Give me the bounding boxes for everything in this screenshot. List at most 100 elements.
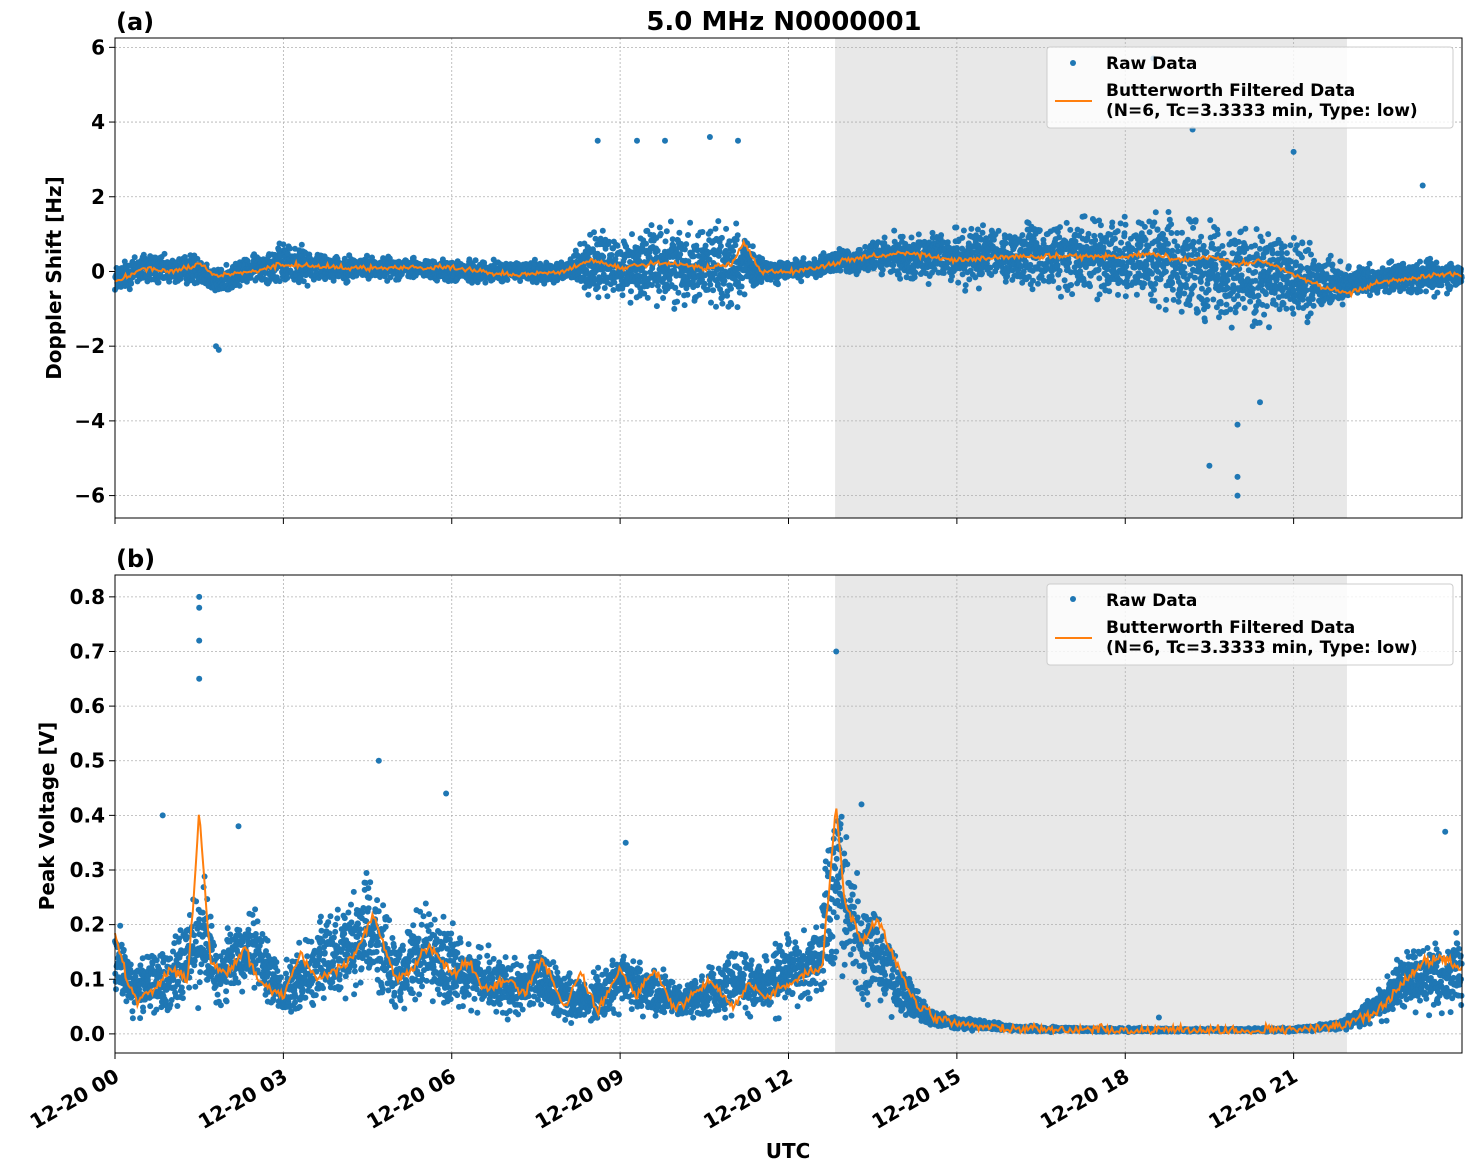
- raw-data-point: [614, 242, 621, 249]
- raw-data-point: [955, 279, 962, 286]
- raw-data-point: [681, 246, 688, 253]
- raw-data-point: [1141, 223, 1148, 230]
- raw-data-point: [1115, 291, 1121, 298]
- raw-data-point: [1223, 301, 1230, 308]
- raw-data-point: [1339, 301, 1346, 308]
- raw-data-point: [1345, 263, 1352, 270]
- raw-data-point: [1151, 286, 1157, 293]
- raw-data-point: [1054, 262, 1061, 269]
- raw-data-point: [1262, 291, 1269, 298]
- raw-data-point: [653, 303, 660, 310]
- raw-data-point: [879, 266, 886, 273]
- raw-data-point: [1184, 236, 1191, 243]
- raw-data-point: [504, 276, 511, 283]
- raw-data-point: [1192, 217, 1199, 224]
- raw-data-point: [718, 234, 725, 241]
- raw-data-point: [719, 300, 726, 307]
- raw-data-point: [1096, 291, 1103, 298]
- raw-data-point: [1252, 269, 1259, 275]
- raw-data-point: [979, 229, 986, 236]
- raw-data-point: [643, 240, 649, 247]
- raw-data-point: [1266, 324, 1272, 331]
- raw-data-point: [960, 227, 967, 234]
- raw-data-point: [696, 291, 703, 298]
- raw-data-point: [1257, 245, 1263, 252]
- raw-data-point: [1306, 239, 1313, 246]
- raw-data-point: [728, 301, 735, 308]
- raw-data-point: [1029, 286, 1036, 293]
- raw-data-point: [938, 232, 945, 239]
- raw-data-point: [1265, 231, 1272, 238]
- raw-data-point: [1036, 227, 1043, 234]
- raw-data-point: [1256, 319, 1263, 326]
- raw-data-point: [128, 280, 135, 287]
- raw-data-point: [1207, 217, 1214, 224]
- raw-data-point: [1058, 293, 1064, 300]
- raw-data-point: [1252, 242, 1258, 249]
- raw-data-point: [1299, 240, 1306, 247]
- raw-data-point: [1169, 247, 1176, 254]
- raw-data-point: [1310, 302, 1317, 309]
- raw-data-point: [1087, 283, 1093, 290]
- raw-data-point: [1242, 225, 1249, 232]
- raw-data-point: [654, 247, 661, 254]
- raw-data-point: [472, 257, 479, 264]
- raw-data-point: [286, 245, 293, 252]
- raw-data-point: [715, 218, 722, 225]
- raw-data-point: [687, 219, 694, 226]
- raw-data-point: [1202, 318, 1208, 325]
- raw-data-point: [1290, 310, 1297, 317]
- raw-data-point: [1069, 291, 1076, 298]
- raw-data-point: [1151, 219, 1158, 226]
- raw-data-point: [1259, 238, 1266, 245]
- raw-data-point: [1227, 306, 1234, 313]
- raw-data-point: [1154, 226, 1161, 233]
- raw-data-point: [1181, 270, 1188, 277]
- raw-data-point: [295, 279, 302, 286]
- raw-data-point: [721, 277, 728, 284]
- raw-data-point: [298, 241, 305, 248]
- raw-data-point: [155, 279, 162, 286]
- raw-data-point: [708, 299, 714, 306]
- raw-data-point: [1294, 242, 1300, 249]
- raw-data-point: [648, 222, 655, 229]
- raw-data-point: [595, 294, 602, 301]
- raw-data-point: [585, 291, 592, 298]
- raw-data-point: [1255, 292, 1262, 299]
- raw-data-point: [1030, 277, 1036, 284]
- raw-data-point: [1178, 308, 1185, 315]
- raw-data-point: [1142, 236, 1149, 243]
- raw-data-point: [601, 285, 608, 291]
- raw-data-point: [915, 231, 922, 238]
- raw-data-point: [1175, 298, 1182, 305]
- raw-data-point: [1162, 268, 1169, 275]
- raw-data-point: [194, 255, 201, 262]
- raw-data-point: [1232, 309, 1239, 316]
- raw-data-point: [1126, 270, 1133, 277]
- raw-data-point: [1191, 274, 1198, 281]
- raw-data-point: [702, 242, 709, 249]
- raw-data-point: [276, 278, 283, 285]
- raw-data-point: [1200, 242, 1207, 249]
- raw-data-point: [604, 293, 611, 300]
- raw-data-point: [717, 243, 724, 250]
- raw-data-point: [710, 287, 717, 294]
- raw-data-point: [619, 292, 626, 299]
- raw-data-point: [1169, 280, 1176, 287]
- raw-data-point: [1181, 264, 1188, 271]
- raw-data-point: [925, 281, 932, 287]
- raw-data-point: [1144, 275, 1151, 282]
- raw-data-point: [1151, 297, 1158, 304]
- raw-data-point: [657, 230, 664, 237]
- raw-data-point: [675, 289, 682, 296]
- raw-data-point: [685, 232, 691, 238]
- raw-data-point: [1203, 249, 1210, 256]
- raw-data-point: [1220, 250, 1227, 257]
- raw-data-point: [1288, 258, 1294, 265]
- raw-data-point: [979, 270, 985, 277]
- raw-data-point: [1168, 221, 1175, 228]
- raw-data-point: [1212, 265, 1219, 272]
- raw-data-point: [1155, 303, 1162, 310]
- raw-data-point: [940, 270, 947, 276]
- raw-data-point: [610, 287, 617, 293]
